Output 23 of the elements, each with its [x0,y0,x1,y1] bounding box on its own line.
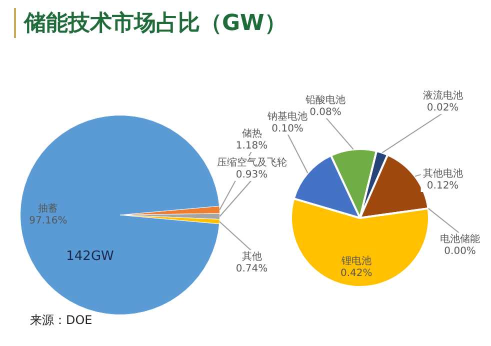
slice-label: 其他 [242,250,262,263]
slice-label: 抽蓄 [38,202,58,215]
category-label: 电池储能 [440,234,480,246]
slice-label: 储热 [242,128,262,140]
slice-label: 其他电池 [422,168,463,180]
slice-label: 液流电池 [422,90,463,102]
data-label: 0.93% [236,170,268,181]
data-label: 0.02% [426,102,459,114]
data-label: 0.08% [310,106,342,118]
slice-label: 铅酸电池 [304,94,346,106]
slice-label: 钠基电池 [266,110,308,122]
slice-label: 压缩空气及飞轮 [216,156,287,169]
data-label: 97.16% [29,216,68,227]
text: 142GW [66,249,114,264]
source-note: 来源：DOE [30,312,92,329]
data-label: 1.18% [236,140,268,152]
chart-title: 储能技术市场占比（GW） [14,8,286,38]
data-label: 0.10% [272,123,304,134]
data-label: 0.74% [236,264,268,275]
slice-label: 锂电池 [340,255,372,268]
data-label: 0.12% [426,180,459,192]
data-label: 0.42% [340,268,372,280]
text: 0.00% [444,246,476,258]
